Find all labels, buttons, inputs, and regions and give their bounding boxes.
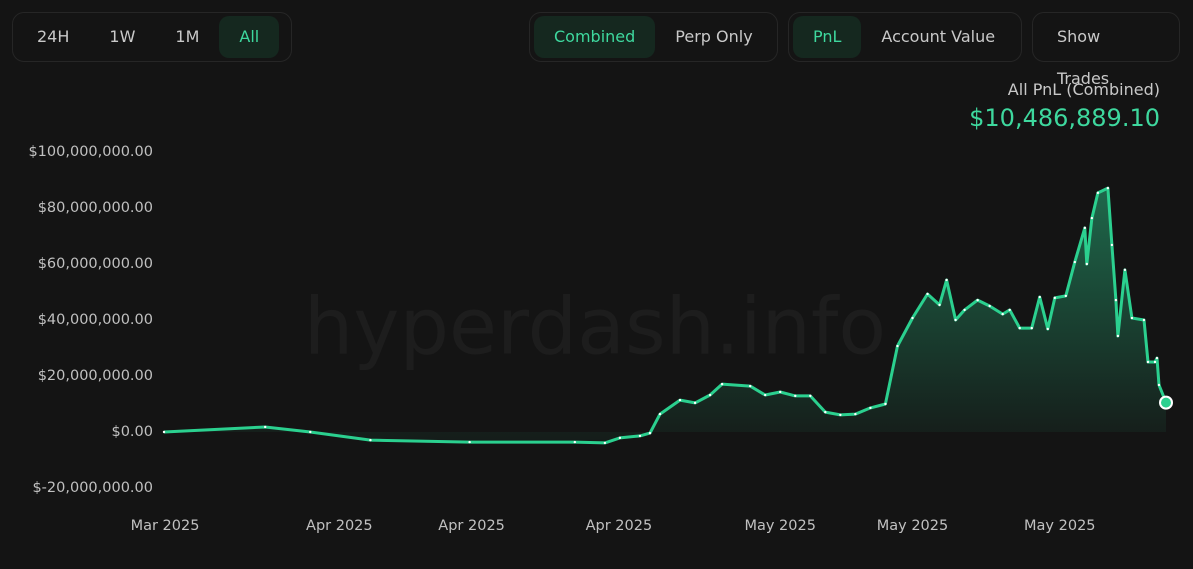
point xyxy=(678,398,682,402)
point xyxy=(1001,312,1004,316)
mode-tabs: Combined Perp Only xyxy=(529,12,778,62)
point xyxy=(1046,327,1049,331)
x-tick-label: May 2025 xyxy=(877,518,949,534)
point xyxy=(911,316,914,320)
point xyxy=(809,394,812,398)
point xyxy=(1110,243,1114,247)
pnl-area xyxy=(164,188,1166,443)
point xyxy=(1106,186,1110,190)
point xyxy=(938,303,941,307)
point xyxy=(1064,294,1068,298)
point xyxy=(1153,360,1157,364)
point xyxy=(720,382,724,386)
point xyxy=(1018,326,1021,330)
point xyxy=(708,393,712,397)
point xyxy=(988,304,991,308)
point xyxy=(1155,356,1159,360)
point xyxy=(1053,296,1056,300)
x-tick-label: Mar 2025 xyxy=(131,518,200,534)
y-tick-label: $40,000,000.00 xyxy=(38,312,153,328)
point xyxy=(794,394,797,398)
point xyxy=(369,438,372,442)
point xyxy=(764,393,767,397)
range-tab[interactable]: 1M xyxy=(175,27,200,46)
point xyxy=(1114,298,1118,302)
point xyxy=(896,344,899,348)
point xyxy=(1142,318,1146,322)
point xyxy=(1090,216,1094,220)
point xyxy=(1146,360,1150,364)
point xyxy=(468,440,471,444)
point xyxy=(976,298,979,302)
x-tick-label: Apr 2025 xyxy=(586,518,653,534)
metric-tab[interactable]: Account Value xyxy=(881,27,996,46)
point xyxy=(839,413,842,417)
point xyxy=(1130,316,1134,320)
summary-label: All PnL (Combined) xyxy=(1007,80,1160,99)
point xyxy=(1030,326,1033,330)
metric-tabs: PnL Account Value xyxy=(788,12,1022,62)
x-tick-label: May 2025 xyxy=(1024,518,1096,534)
y-tick-label: $60,000,000.00 xyxy=(38,256,153,272)
point xyxy=(693,401,697,405)
range-tab[interactable]: 24H xyxy=(37,27,70,46)
point xyxy=(1038,295,1041,299)
point xyxy=(648,431,652,435)
trades-group: Show Trades xyxy=(1032,12,1180,88)
point xyxy=(603,441,607,445)
point xyxy=(658,412,662,416)
point xyxy=(963,308,966,312)
range-tabs: 24H 1W 1M All xyxy=(12,12,292,62)
metric-tab[interactable]: PnL xyxy=(793,16,862,58)
y-tick-label: $-20,000,000.00 xyxy=(32,480,153,496)
summary-value: $10,486,889.10 xyxy=(969,104,1160,132)
point xyxy=(1008,308,1011,312)
point xyxy=(264,425,267,429)
point xyxy=(869,406,872,410)
y-tick-label: $20,000,000.00 xyxy=(38,368,153,384)
point xyxy=(926,292,929,296)
point xyxy=(1116,334,1120,338)
point xyxy=(1085,262,1089,266)
x-tick-label: May 2025 xyxy=(744,518,816,534)
point xyxy=(779,390,782,394)
range-tab[interactable]: All xyxy=(219,16,280,58)
point xyxy=(1073,260,1077,264)
last-point xyxy=(1159,395,1173,410)
point xyxy=(1083,226,1087,230)
point xyxy=(748,384,752,388)
y-tick-label: $0.00 xyxy=(111,424,153,440)
point xyxy=(638,434,642,438)
point xyxy=(618,436,622,440)
y-tick-label: $100,000,000.00 xyxy=(28,144,153,160)
point xyxy=(573,440,577,444)
point xyxy=(954,318,957,322)
point xyxy=(945,278,948,282)
range-tab[interactable]: 1W xyxy=(109,27,136,46)
y-tick-label: $80,000,000.00 xyxy=(38,200,153,216)
point xyxy=(854,412,857,416)
watermark: hyperdash.info xyxy=(304,282,886,372)
x-tick-label: Apr 2025 xyxy=(438,518,505,534)
point xyxy=(162,430,166,434)
mode-tab[interactable]: Combined xyxy=(534,16,656,58)
point xyxy=(1157,383,1161,387)
point xyxy=(1123,268,1127,272)
point xyxy=(884,402,887,406)
point xyxy=(1096,191,1100,195)
point xyxy=(824,410,827,414)
x-tick-label: Apr 2025 xyxy=(306,518,373,534)
mode-tab[interactable]: Perp Only xyxy=(675,27,753,46)
show-trades-button[interactable]: Show Trades xyxy=(1057,27,1110,88)
point xyxy=(309,430,312,434)
